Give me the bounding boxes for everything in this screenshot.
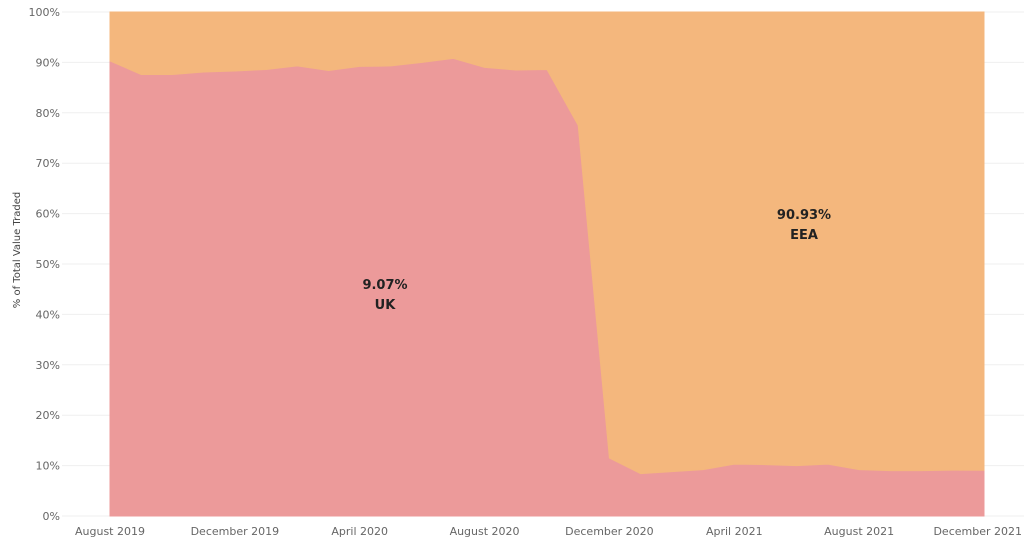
x-tick-label: April 2020: [331, 525, 388, 538]
uk-annotation: 9.07% UK: [362, 278, 407, 313]
y-axis-ticks: 0% 10% 20% 30% 40% 50% 60% 70% 80% 90% 100%: [29, 6, 60, 523]
x-tick-label: December 2019: [191, 525, 280, 538]
y-tick-label: 90%: [36, 56, 60, 69]
y-tick-label: 80%: [36, 107, 60, 120]
y-tick-label: 10%: [36, 460, 60, 473]
y-tick-label: 20%: [36, 409, 60, 422]
eea-share-value: 90.93%: [777, 208, 831, 223]
y-tick-label: 0%: [43, 510, 60, 523]
x-tick-label: August 2020: [450, 525, 520, 538]
y-tick-label: 100%: [29, 6, 60, 19]
y-tick-label: 40%: [36, 308, 60, 321]
x-axis-ticks: August 2019 December 2019 April 2020 August…: [75, 525, 1022, 538]
y-tick-label: 50%: [36, 258, 60, 271]
uk-share-value: 9.07%: [362, 278, 407, 293]
y-tick-label: 70%: [36, 157, 60, 170]
eea-annotation: 90.93% EEA: [777, 208, 831, 243]
eea-series-label: EEA: [790, 228, 818, 243]
y-tick-label: 30%: [36, 359, 60, 372]
y-axis-label: % of Total Value Traded: [12, 192, 23, 308]
uk-series-label: UK: [375, 298, 397, 313]
x-tick-label: August 2021: [824, 525, 894, 538]
area-eea: [109, 11, 985, 475]
x-tick-label: December 2020: [565, 525, 654, 538]
area-layer: [109, 11, 985, 517]
x-tick-label: April 2021: [706, 525, 763, 538]
x-tick-label: August 2019: [75, 525, 145, 538]
y-tick-label: 60%: [36, 208, 60, 221]
x-tick-label: December 2021: [933, 525, 1022, 538]
